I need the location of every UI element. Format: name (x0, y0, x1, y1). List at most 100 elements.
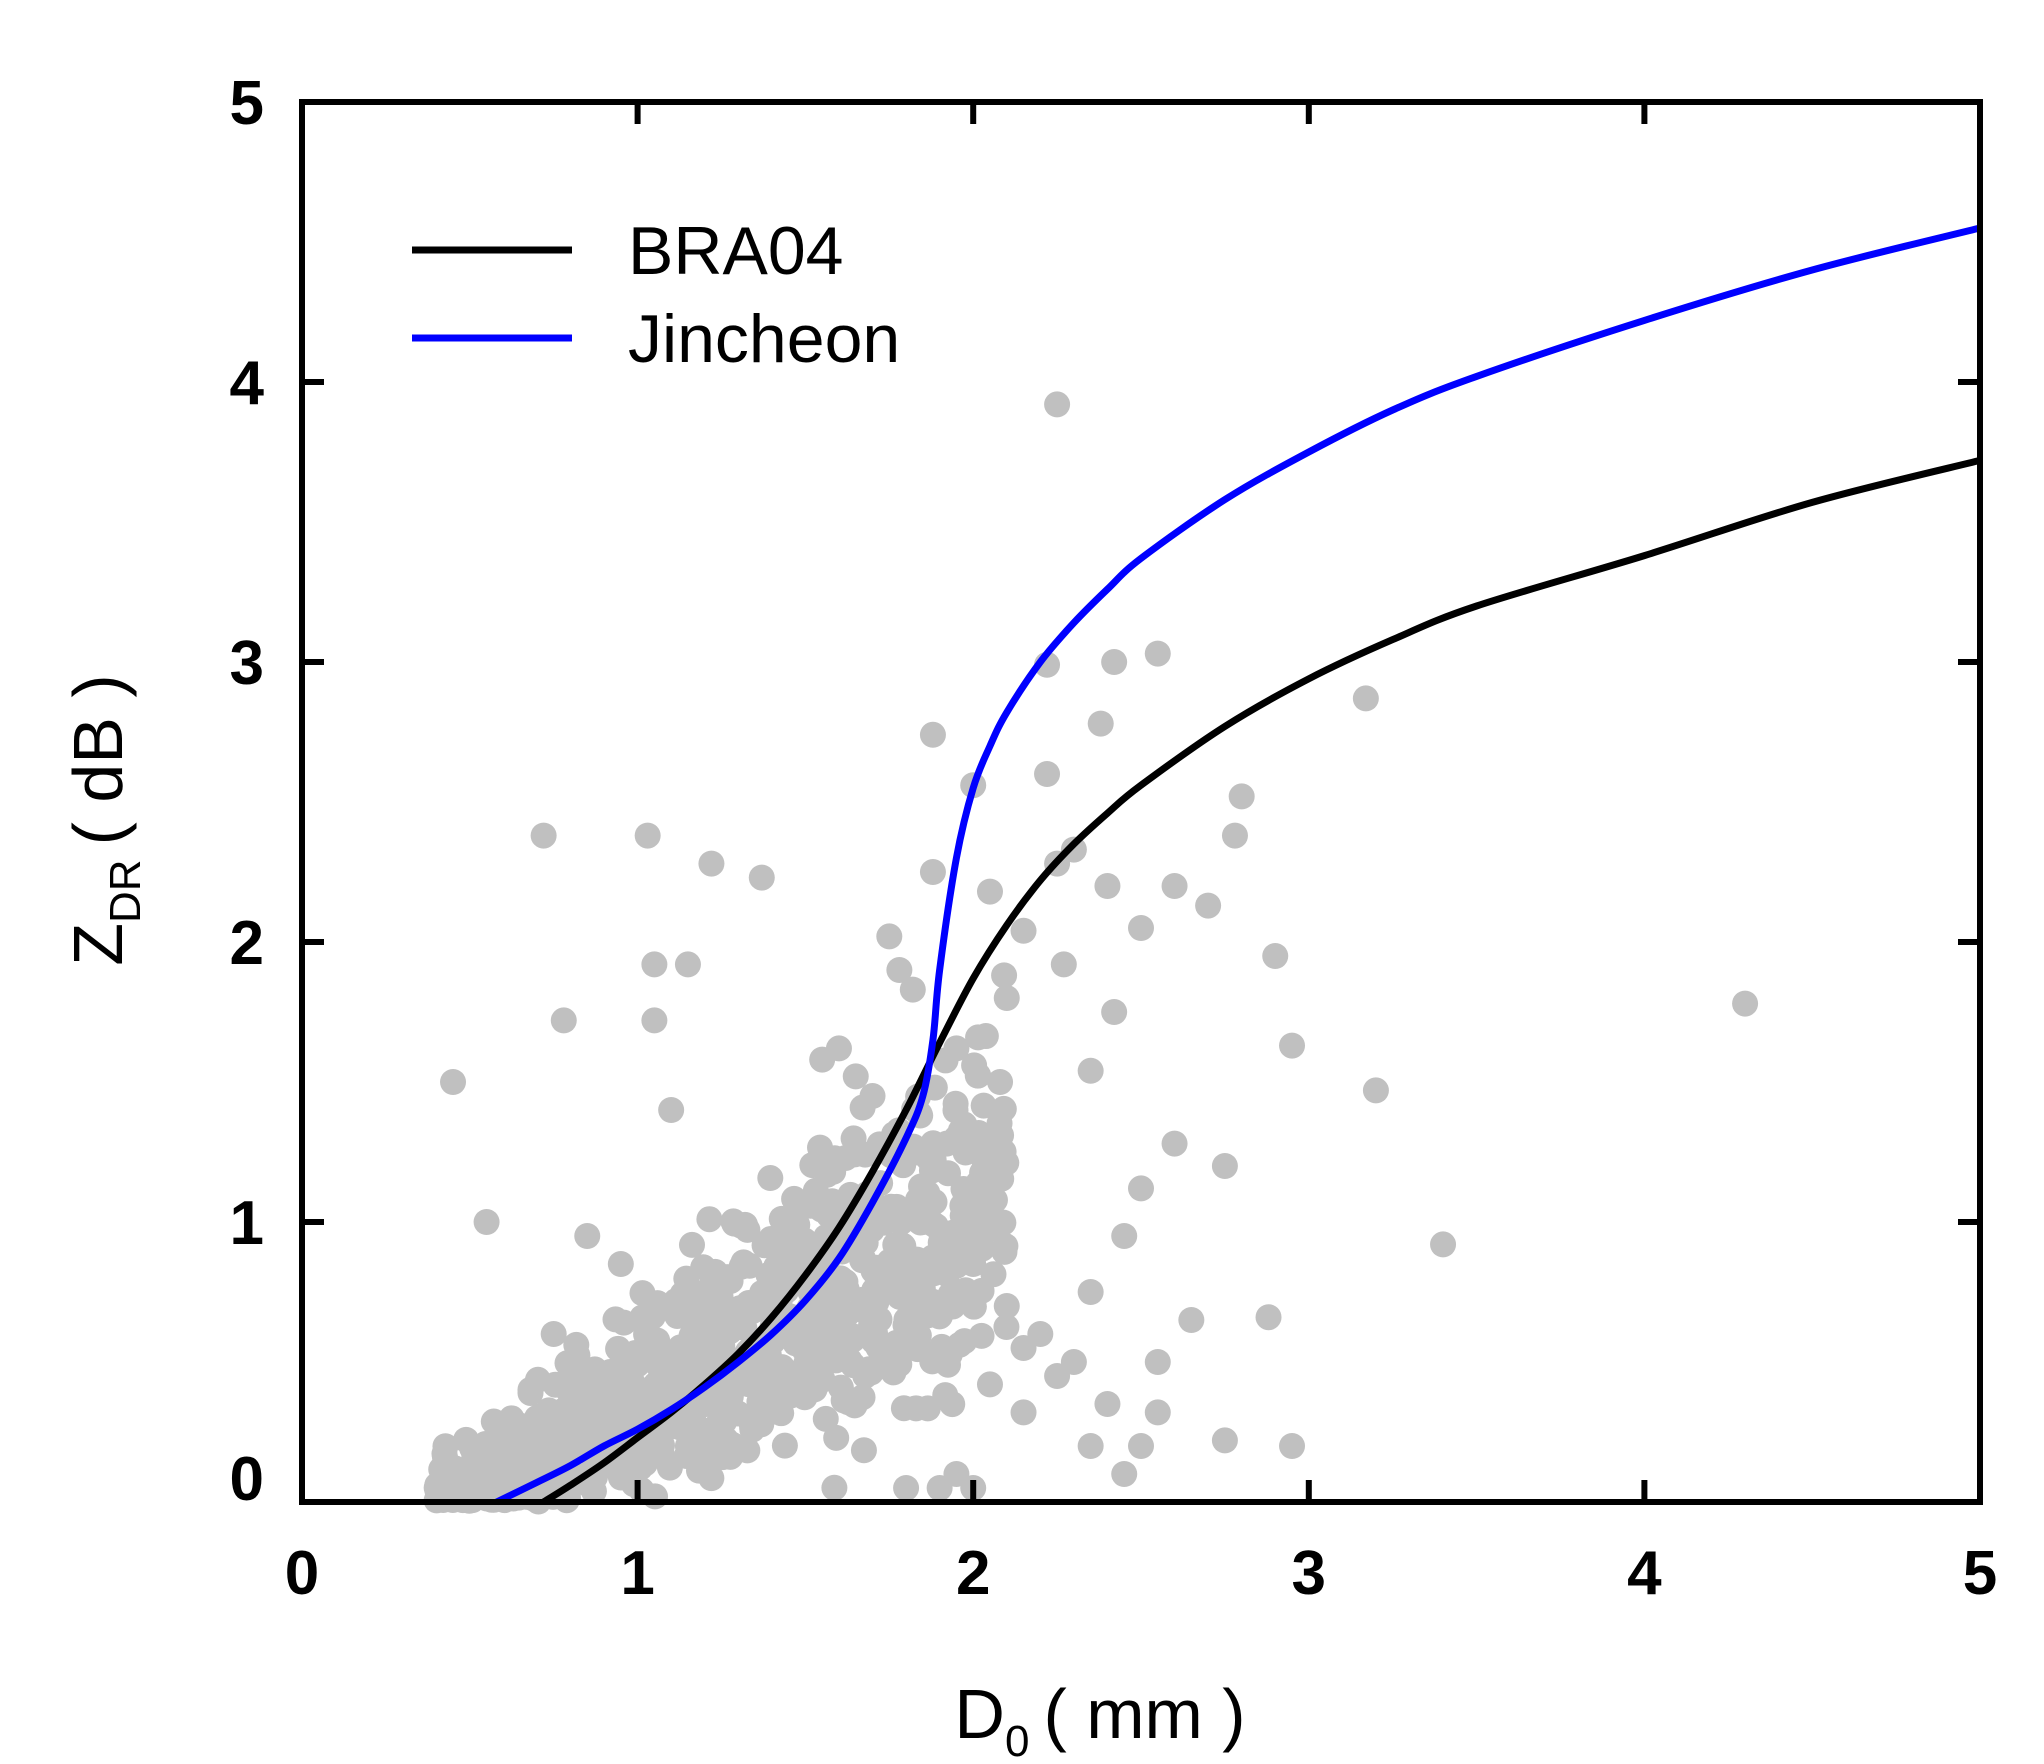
scatter-point (976, 1371, 1003, 1398)
scatter-point (680, 1307, 707, 1334)
scatter-point (825, 1035, 852, 1062)
scatter-point (834, 1301, 861, 1328)
scatter-point (1144, 1349, 1171, 1375)
scatter-point (1101, 649, 1128, 675)
scatter-point (886, 1247, 913, 1274)
scatter-point (1732, 990, 1759, 1017)
scatter-point (976, 878, 1003, 905)
scatter-point (957, 1181, 984, 1208)
y-axis-label: ZDR( dB ) (59, 674, 150, 965)
scatter-point (799, 1152, 826, 1179)
scatter-point (899, 976, 926, 1003)
scatter-point (473, 1209, 500, 1235)
scatter-point (1010, 1335, 1037, 1361)
scatter-point (626, 1380, 653, 1407)
scatter-point (926, 1303, 953, 1330)
scatter-point (993, 1293, 1020, 1319)
scatter-point (674, 951, 701, 978)
x-tick-label: 2 (956, 1539, 990, 1608)
scatter-point (658, 1097, 685, 1123)
scatter-point (919, 721, 946, 748)
scatter-point (920, 1260, 947, 1287)
scatter-point (980, 1261, 1007, 1288)
scatter-point (1034, 761, 1061, 787)
scatter-point (1352, 685, 1379, 712)
scatter-point (727, 1295, 754, 1322)
scatter-point (823, 1424, 850, 1451)
scatter-point (492, 1416, 519, 1443)
scatter-point (1279, 1032, 1306, 1059)
plot-frame (299, 99, 1983, 1505)
scatter-point (852, 1141, 879, 1168)
scatter-point (942, 1229, 969, 1256)
scatter-point (658, 1370, 685, 1397)
x-tick-label: 4 (1627, 1539, 1662, 1608)
scatter-point (1279, 1433, 1306, 1459)
legend-label-bra04: BRA04 (628, 213, 843, 289)
scatter-point (1044, 391, 1071, 418)
scatter-point (641, 1007, 668, 1034)
x-axis-label: D0( mm ) (954, 1675, 1245, 1764)
scatter-point (814, 1283, 841, 1310)
scatter-point (1077, 1057, 1104, 1084)
scatter-point (642, 1483, 669, 1510)
scatter-point (456, 1475, 483, 1501)
scatter-point (757, 1225, 784, 1252)
scatter-point (1060, 836, 1087, 863)
scatter-point (797, 1192, 824, 1219)
scatter-point (490, 1461, 517, 1487)
scatter-point (707, 1283, 734, 1310)
scatter-point (1111, 1461, 1138, 1487)
scatter-point (716, 1439, 743, 1466)
scatter-point (1211, 1427, 1238, 1454)
scatter-point (909, 1209, 936, 1235)
series-line-jincheon (495, 224, 1981, 1506)
scatter-point (540, 1321, 567, 1347)
scatter-point (876, 923, 903, 950)
scatter-point (564, 1407, 591, 1434)
scatter-point (926, 1475, 953, 1501)
y-tick-label: 4 (230, 349, 265, 418)
scatter-point (1362, 1077, 1389, 1104)
scatter-point (748, 864, 775, 891)
x-tick-label: 0 (285, 1539, 319, 1608)
y-tick-label: 2 (230, 909, 264, 978)
scatter-point (793, 1350, 820, 1377)
scatter-point (842, 1063, 869, 1090)
x-tick-label: 1 (620, 1539, 654, 1608)
scatter-point (943, 1125, 970, 1151)
scatter-point (850, 1437, 877, 1464)
scatter-point (821, 1474, 848, 1501)
observation-points (423, 391, 1759, 1515)
scatter-point (892, 1312, 919, 1339)
scatter-point (523, 1405, 550, 1431)
scatter-point (1255, 1304, 1282, 1331)
scatter-point (888, 1209, 915, 1236)
x-tick-label: 3 (1292, 1539, 1326, 1608)
scatter-point (919, 859, 946, 885)
scatter-point (928, 1333, 955, 1360)
scatter-point (641, 951, 668, 978)
scatter-point (1144, 1399, 1171, 1426)
scatter-point (678, 1231, 705, 1258)
scatter-point (432, 1433, 459, 1460)
scatter-point (1094, 1391, 1121, 1417)
scatter-point (1128, 1175, 1154, 1202)
scatter-point (698, 850, 725, 877)
scatter-point (728, 1253, 755, 1280)
scatter-point (858, 1216, 885, 1243)
scatter-point (1128, 1433, 1154, 1459)
scatter-point (993, 985, 1020, 1011)
scatter-point (903, 1395, 930, 1422)
scatter-point (1077, 1279, 1104, 1305)
scatter-point (757, 1165, 784, 1192)
scatter-point (1044, 1363, 1071, 1389)
scatter-point (524, 1366, 551, 1393)
scatter-point (768, 1205, 795, 1232)
scatter-point (758, 1352, 785, 1379)
scatter-point (960, 1251, 987, 1277)
scatter-point (960, 1293, 987, 1320)
scatter-point (1101, 999, 1128, 1025)
y-tick-label: 5 (230, 69, 264, 138)
scatter-point (634, 1445, 661, 1472)
